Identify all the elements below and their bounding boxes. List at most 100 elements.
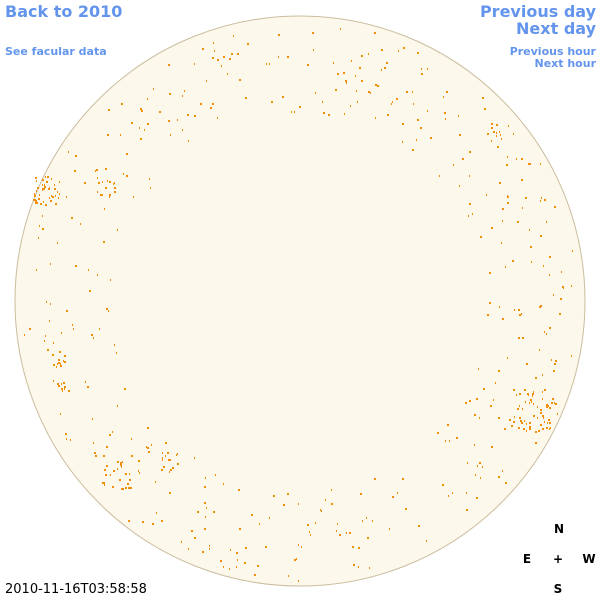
facula — [35, 177, 36, 179]
facula — [368, 91, 370, 93]
facula — [391, 103, 392, 105]
facula — [259, 523, 260, 525]
facula — [532, 393, 534, 395]
next-day-link[interactable]: Next day — [516, 19, 596, 38]
facula — [46, 181, 48, 183]
facula — [42, 189, 43, 191]
facula — [129, 473, 130, 475]
facula — [223, 566, 224, 568]
facula — [108, 310, 109, 312]
facula — [546, 404, 548, 406]
facula — [512, 260, 514, 262]
facula — [475, 474, 476, 476]
facula — [61, 388, 63, 390]
facula — [325, 499, 326, 501]
facula — [540, 409, 542, 411]
facula — [483, 388, 485, 390]
facula — [233, 35, 234, 37]
facula — [121, 466, 122, 468]
compass-east: E — [522, 552, 532, 566]
facula — [353, 564, 355, 566]
facula — [540, 163, 541, 165]
facula — [109, 181, 111, 183]
facula — [542, 398, 543, 400]
facula — [468, 215, 469, 217]
facula — [554, 402, 555, 404]
facula — [522, 408, 523, 410]
facula — [45, 176, 46, 178]
facula — [527, 393, 529, 395]
facula — [161, 520, 163, 522]
facula — [184, 90, 185, 92]
facula — [499, 306, 500, 308]
facula — [214, 50, 215, 52]
compass-north: N — [553, 522, 565, 536]
facula — [254, 574, 256, 576]
facula — [39, 225, 40, 227]
facular-link[interactable]: See facular data — [5, 45, 107, 58]
facula — [396, 98, 398, 100]
back-link[interactable]: Back to 2010 — [5, 2, 123, 21]
facula — [452, 492, 453, 494]
facula — [445, 440, 446, 442]
facula — [392, 496, 394, 498]
facula — [42, 179, 44, 181]
previous-day-link[interactable]: Previous day — [479, 2, 596, 21]
facula — [542, 415, 544, 417]
facula — [491, 446, 493, 448]
facula — [298, 503, 299, 505]
facula — [188, 548, 189, 550]
facula — [245, 547, 247, 549]
facula — [168, 459, 170, 461]
facula — [38, 198, 40, 200]
facula — [476, 497, 478, 499]
facula — [357, 101, 358, 103]
facula — [525, 401, 526, 403]
facula — [188, 140, 189, 142]
solar-disk — [14, 15, 586, 587]
facula — [516, 158, 517, 160]
facula — [141, 110, 143, 112]
facula — [42, 184, 43, 186]
facula — [331, 489, 332, 491]
facula — [402, 141, 403, 143]
facula — [105, 168, 107, 170]
facula — [466, 492, 467, 494]
facula — [526, 430, 527, 432]
next-hour-link[interactable]: Next hour — [534, 57, 597, 70]
facula — [65, 433, 67, 435]
facula — [554, 206, 556, 208]
facula — [524, 389, 526, 391]
facula — [60, 363, 61, 365]
facula — [64, 361, 66, 363]
facula — [355, 75, 356, 77]
facula — [497, 146, 499, 148]
facula — [161, 469, 163, 471]
facula — [505, 266, 506, 268]
facula — [552, 398, 554, 400]
facula — [117, 229, 118, 231]
facula — [540, 424, 542, 426]
facula — [337, 73, 339, 75]
facula — [269, 63, 270, 65]
facula — [109, 434, 111, 436]
facula — [103, 241, 105, 243]
facula — [287, 56, 289, 58]
facula — [549, 407, 551, 409]
facula — [550, 427, 551, 429]
facula — [50, 200, 52, 202]
facula — [205, 516, 206, 518]
facula — [172, 467, 174, 469]
facula — [448, 495, 449, 497]
facula — [68, 151, 69, 153]
facula — [37, 187, 39, 189]
previous-hour-link[interactable]: Previous hour — [509, 45, 596, 58]
facula — [50, 303, 51, 305]
facula — [150, 187, 151, 189]
facula — [99, 328, 100, 330]
facula — [140, 108, 142, 110]
facula — [514, 416, 515, 418]
facula — [496, 132, 497, 134]
facula — [95, 455, 97, 457]
facula — [499, 182, 501, 184]
